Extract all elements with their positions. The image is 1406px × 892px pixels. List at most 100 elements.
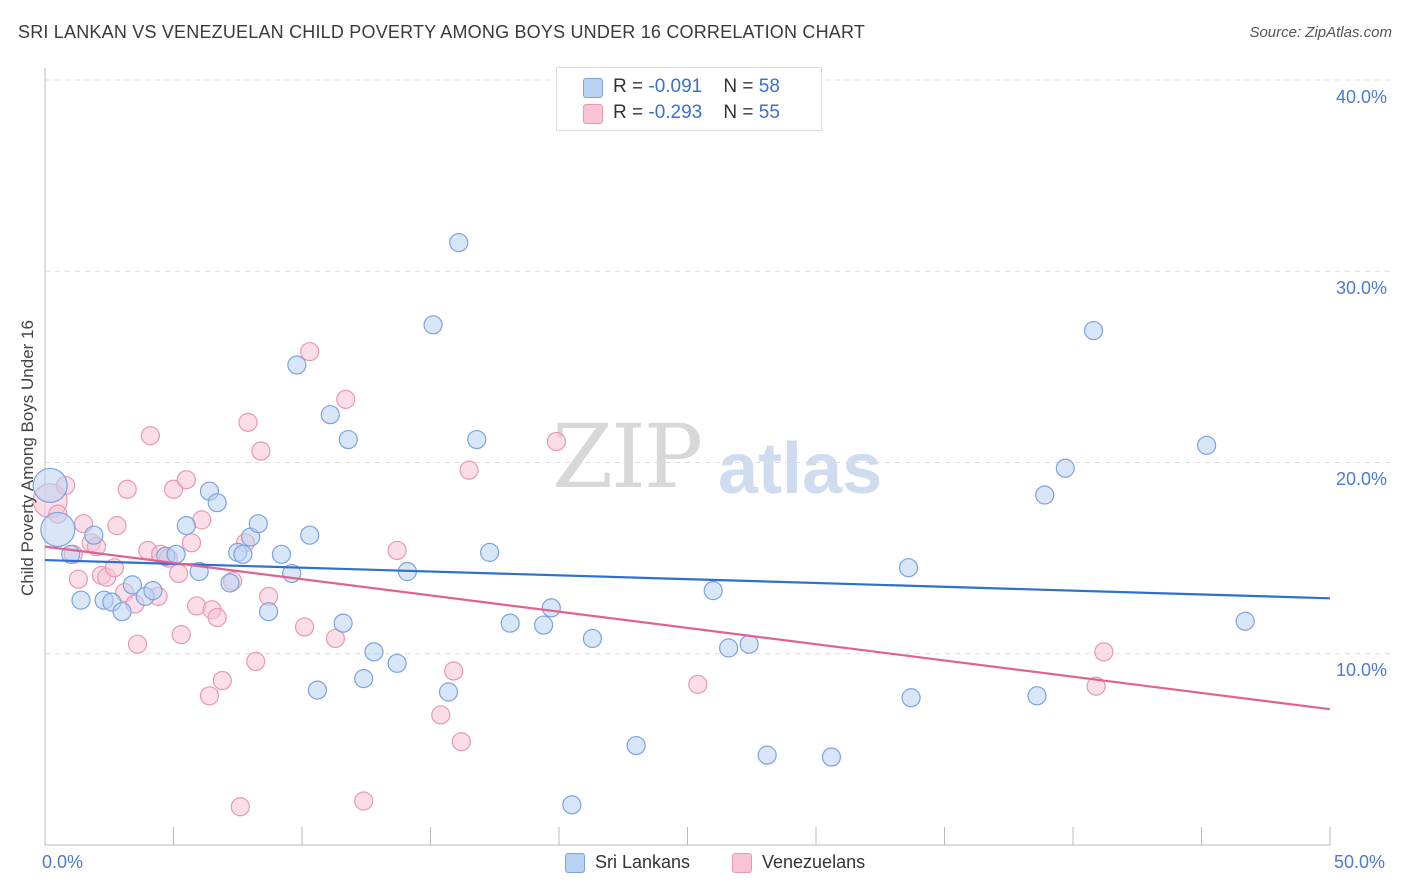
y-tick-label-20: 20.0% — [1336, 469, 1388, 489]
venezuelans-point — [688, 674, 708, 694]
sri-lankans-legend-swatch — [565, 853, 585, 873]
venezuelans-trend-line — [44, 545, 1331, 711]
venezuelans-point — [246, 651, 266, 672]
sri-lankans-point — [1027, 686, 1047, 706]
sri-lankans-point — [320, 405, 340, 425]
x-tick-label-0: 0.0% — [42, 852, 84, 872]
watermark-atlas: atlas — [718, 429, 883, 509]
sri-lankans-point — [541, 598, 561, 618]
source-label: Source: ZipAtlas.com — [1249, 24, 1392, 41]
chart-title: SRI LANKAN VS VENEZUELAN CHILD POVERTY A… — [18, 22, 866, 42]
legend-r-label: R = — [613, 102, 649, 123]
venezuelans-point — [294, 617, 315, 637]
venezuelans-point — [199, 686, 220, 706]
grid-lines — [45, 79, 1392, 655]
sri-lankans-point — [287, 355, 307, 375]
sri-lankans-point — [84, 525, 104, 545]
venezuelans-point — [212, 670, 232, 691]
sri-lankans-point — [220, 573, 240, 593]
sri-lankans-point — [582, 628, 603, 649]
sri-lankans-point — [898, 558, 919, 578]
sri-lankans-point — [1035, 485, 1055, 505]
venezuelans-point — [1086, 676, 1106, 696]
sri-lankans-point — [562, 795, 582, 815]
legend-n-label: N = — [723, 102, 759, 123]
legend-n-value: 58 — [758, 76, 780, 97]
sri-lankans-point — [757, 745, 777, 765]
sri-lankans-point — [1197, 435, 1217, 455]
venezuelans-point — [251, 441, 271, 461]
sri-lankans-point — [739, 634, 759, 654]
venezuelans-point — [107, 516, 127, 536]
venezuelans-point — [207, 607, 227, 628]
legend-n-value: 55 — [758, 102, 780, 123]
venezuelans-point — [325, 628, 346, 649]
sri-lankans-point — [901, 688, 921, 708]
sri-lankans-point — [338, 429, 358, 450]
sri-lankans-point — [307, 680, 328, 700]
venezuelans-point — [387, 540, 407, 561]
sri-lankans-point — [1083, 320, 1104, 341]
x-tick-label-50: 50.0% — [1334, 852, 1386, 872]
venezuelans-legend-swatch — [732, 853, 752, 873]
venezuelans-point — [176, 470, 196, 490]
venezuelans-point — [163, 479, 184, 499]
sri-lankans-point — [480, 542, 500, 562]
sri-lankans-points — [32, 232, 1255, 815]
legend-r-value: -0.091 — [648, 76, 703, 97]
sri-lankans-point — [467, 429, 487, 450]
sri-lankans-point — [533, 615, 554, 635]
y-axis-label: Child Poverty Among Boys Under 16 — [18, 320, 37, 596]
venezuelans-point — [127, 634, 148, 654]
watermark-zip: ZIP — [552, 405, 703, 508]
legend-r-label: R = — [613, 76, 649, 97]
y-tick-label-40: 40.0% — [1336, 87, 1388, 107]
venezuelans-point — [459, 460, 479, 480]
sri-lankans-legend-label: Sri Lankans — [595, 852, 691, 872]
sri-lankans-point — [719, 638, 739, 658]
sri-lankans-point — [438, 682, 459, 702]
correlation-legend: R = -0.091 N = 58 R = -0.293 N = 55 — [556, 67, 822, 131]
sri-lankans-point — [271, 544, 292, 564]
venezuelans-point — [300, 341, 320, 362]
sri-lankans-point — [143, 581, 163, 601]
sri-lankans-point — [1235, 611, 1255, 631]
venezuelans-point — [117, 479, 137, 499]
sri-lankans-point — [122, 575, 142, 595]
legend-n-label: N = — [723, 76, 759, 97]
sri-lankans-point — [821, 747, 842, 767]
venezuelans-point — [444, 661, 464, 681]
sri-lankans-point — [626, 735, 646, 756]
sri-lankans-point — [176, 516, 196, 536]
venezuelans-swatch — [583, 104, 603, 124]
venezuelans-point — [140, 426, 160, 446]
venezuelans-point — [181, 533, 202, 553]
sri-lankans-point — [364, 642, 384, 662]
sri-lankans-swatch — [583, 78, 603, 98]
sri-lankans-point — [112, 602, 132, 622]
sri-lankans-point — [166, 544, 186, 564]
sri-lankans-point — [500, 613, 520, 633]
venezuelans-legend-label: Venezuelans — [762, 852, 866, 872]
venezuelans-point — [1094, 642, 1114, 662]
sri-lankans-point — [333, 613, 353, 633]
sri-lankans-point — [423, 315, 443, 335]
sri-lankans-point — [40, 511, 76, 548]
sri-lankans-point — [248, 514, 268, 534]
sri-lankans-point — [449, 232, 469, 253]
sri-lankans-point — [233, 544, 253, 564]
venezuelans-point — [171, 625, 191, 645]
sri-lankans-point — [703, 581, 723, 601]
venezuelans-point — [68, 569, 89, 589]
legend-r-value: -0.293 — [648, 102, 703, 123]
trend-lines — [44, 545, 1331, 711]
venezuelans-point — [230, 797, 250, 817]
venezuelans-point — [451, 732, 471, 752]
y-tick-label-10: 10.0% — [1336, 660, 1388, 680]
sri-lankans-point — [1055, 458, 1075, 478]
sri-lankans-point — [71, 590, 91, 610]
y-tick-label-30: 30.0% — [1336, 278, 1388, 298]
sri-lankans-point — [300, 525, 320, 545]
venezuelans-point — [238, 412, 258, 432]
